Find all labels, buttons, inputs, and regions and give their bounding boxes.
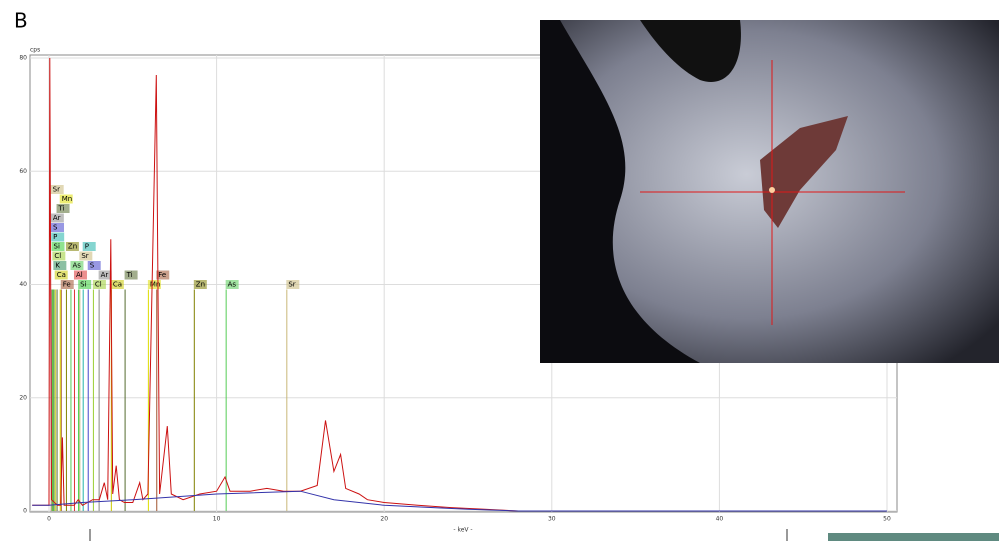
- element-label: P: [85, 243, 89, 251]
- y-tick-label: 0: [23, 508, 27, 515]
- element-box: [110, 280, 124, 289]
- panel-label: B: [14, 9, 28, 33]
- element-box: [82, 242, 96, 251]
- element-box: [70, 261, 84, 270]
- x-tick-label: 50: [883, 516, 891, 523]
- element-label: S: [90, 262, 95, 270]
- element-box: [156, 270, 170, 280]
- element-label: P: [53, 233, 57, 241]
- element-label: Ca: [113, 281, 122, 289]
- element-box: [53, 261, 67, 270]
- window-edge: [828, 533, 999, 541]
- element-box: [56, 204, 70, 213]
- x-tick-label: 10: [213, 516, 221, 523]
- element-box: [50, 213, 64, 223]
- element-label: Ar: [101, 271, 109, 279]
- element-label: Si: [54, 243, 60, 251]
- y-axis-label: cps: [30, 47, 40, 54]
- tool-shadow: [640, 20, 741, 82]
- element-box: [92, 280, 106, 289]
- spectrum-line: [32, 57, 887, 512]
- objective-shadow: [540, 20, 700, 363]
- element-label: Cl: [95, 281, 102, 289]
- element-box: [51, 223, 65, 232]
- spot: [769, 187, 775, 193]
- element-label: Ar: [53, 214, 61, 222]
- element-label: Cl: [54, 252, 61, 260]
- element-label: Sr: [288, 281, 295, 289]
- x-tick-label: 0: [47, 516, 51, 523]
- element-box: [65, 242, 79, 251]
- element-box: [52, 251, 66, 261]
- element-box: [51, 242, 65, 251]
- x-tick-label: 30: [548, 516, 556, 523]
- element-label: Ti: [126, 271, 133, 279]
- element-label: Fe: [63, 281, 71, 289]
- element-label: Fe: [158, 271, 166, 279]
- element-box: [59, 194, 73, 204]
- element-box: [73, 270, 87, 280]
- element-label: As: [72, 262, 81, 270]
- plot: FeCaKClSiPSArTiMnSrSiAlZnAsSrPSClArCaTiM…: [32, 57, 887, 512]
- element-label: Mn: [150, 281, 160, 289]
- element-box: [51, 232, 65, 242]
- element-box: [78, 280, 92, 289]
- element-box: [79, 251, 93, 261]
- element-box: [60, 280, 74, 289]
- sample: [760, 116, 848, 228]
- y-tick-label: 40: [19, 281, 27, 288]
- element-box: [147, 280, 161, 289]
- element-box: [50, 185, 64, 194]
- y-tick-label: 60: [19, 168, 27, 175]
- x-tick-label: 40: [716, 516, 724, 523]
- element-label: Si: [80, 281, 86, 289]
- camera-image: [540, 20, 999, 363]
- element-box: [225, 280, 239, 289]
- element-label: S: [53, 224, 58, 232]
- element-box: [193, 280, 207, 289]
- element-box: [87, 261, 101, 270]
- element-box: [286, 280, 300, 289]
- element-label: Ti: [58, 205, 65, 213]
- spectrum-line: [32, 490, 887, 512]
- y-tick-label: 80: [19, 55, 27, 62]
- element-box: [124, 270, 138, 280]
- element-box: [98, 270, 112, 280]
- element-label: As: [228, 281, 237, 289]
- element-label: Zn: [68, 243, 77, 251]
- y-tick-label: 20: [19, 394, 27, 401]
- element-label: Ca: [57, 271, 66, 279]
- x-axis-label: - keV -: [453, 527, 472, 534]
- element-label: Mn: [62, 195, 72, 203]
- element-label: K: [55, 262, 60, 270]
- x-tick-label: 20: [380, 516, 388, 523]
- element-label: Sr: [53, 186, 60, 194]
- element-box: [54, 270, 68, 280]
- element-label: Sr: [81, 252, 88, 260]
- element-label: Al: [76, 271, 83, 279]
- element-label: Zn: [196, 281, 205, 289]
